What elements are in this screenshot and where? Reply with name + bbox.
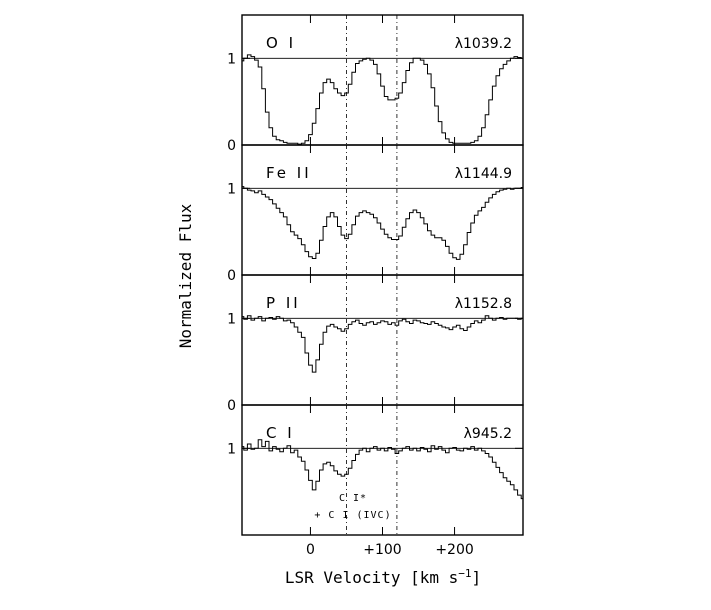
panel-fe-ii: 1 0 Fe II λ1144.9 bbox=[227, 144, 524, 284]
y-axis-label: Normalized Flux bbox=[176, 203, 195, 348]
y-tick-label: 0 bbox=[227, 138, 236, 154]
species-label: Fe II bbox=[266, 164, 312, 182]
y-tick-label: 1 bbox=[227, 51, 236, 67]
species-label: C I bbox=[266, 424, 295, 442]
wavelength-label: λ1144.9 bbox=[455, 166, 512, 182]
panel-o-i: 1 0 O I λ1039.2 bbox=[227, 14, 524, 154]
y-tick-label: 1 bbox=[227, 441, 236, 457]
x-tick-label: +100 bbox=[363, 542, 401, 558]
spectrum-line bbox=[242, 315, 523, 373]
x-axis-label-end: ] bbox=[472, 568, 482, 587]
x-axis-label-main: LSR Velocity [km s bbox=[285, 568, 458, 587]
annotation-label: + C I (IVC) bbox=[314, 510, 391, 521]
y-tick-label: 1 bbox=[227, 311, 236, 327]
annotation-label: C I* bbox=[339, 493, 367, 504]
x-axis-label-superscript: −1 bbox=[458, 567, 471, 580]
panel-p-ii: 1 0 P II λ1152.8 bbox=[227, 274, 524, 414]
y-tick-label: 0 bbox=[227, 398, 236, 414]
y-tick-label: 1 bbox=[227, 181, 236, 197]
species-label: O I bbox=[266, 34, 296, 52]
wavelength-label: λ1152.8 bbox=[455, 296, 512, 312]
species-label: P II bbox=[266, 294, 301, 312]
spectrum-line bbox=[242, 186, 523, 260]
x-tick-label: 0 bbox=[306, 542, 315, 558]
x-tick-label: +200 bbox=[435, 542, 473, 558]
panel-c-i: 1 C I λ945.2 C I* + C I (IVC) bbox=[227, 404, 524, 536]
wavelength-label: λ945.2 bbox=[464, 426, 512, 442]
y-tick-label: 0 bbox=[227, 268, 236, 284]
spectrum-line bbox=[242, 54, 523, 145]
spectrum-line bbox=[242, 439, 523, 500]
wavelength-label: λ1039.2 bbox=[455, 36, 512, 52]
x-axis-label: LSR Velocity [km s−1] bbox=[285, 567, 481, 587]
